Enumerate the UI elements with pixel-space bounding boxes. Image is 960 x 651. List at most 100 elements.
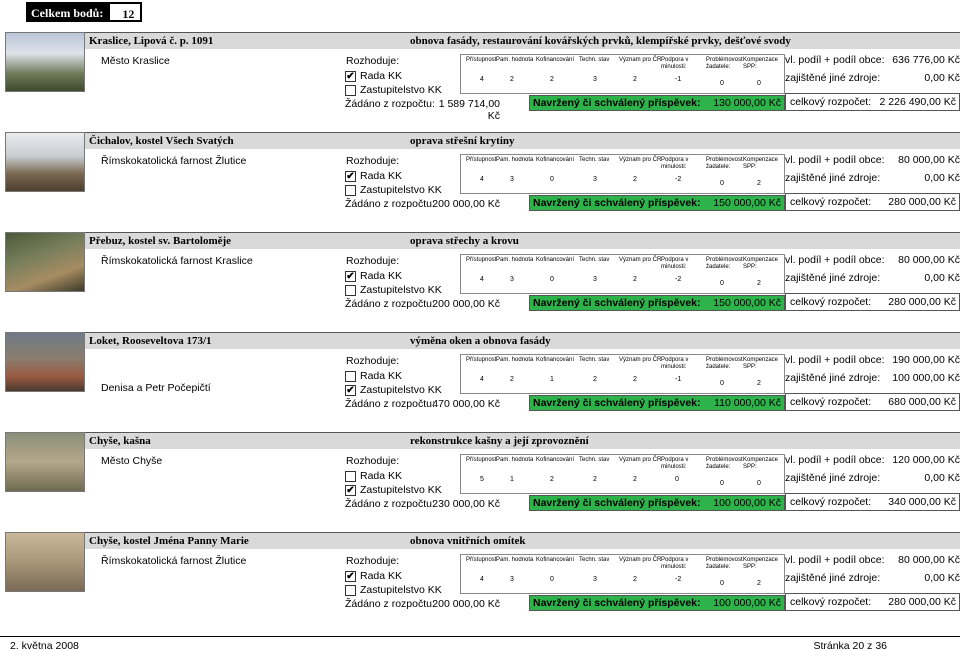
- criteria-score-secondary: 0: [720, 580, 724, 587]
- total-budget: celkový rozpočet: 340 000,00 Kč: [785, 493, 960, 511]
- own-share-label: vl. podíl + podíl obce:: [785, 154, 885, 166]
- zastupitelstvo-label: Zastupitelstvo KK: [360, 384, 442, 396]
- other-sources-label: zajištěné jiné zdroje:: [785, 272, 881, 284]
- vote-rada[interactable]: ✔ Rada KK: [345, 70, 402, 82]
- vote-zastupitelstvo[interactable]: ✔ Zastupitelstvo KK: [345, 384, 442, 396]
- criteria-score: 1: [550, 376, 554, 383]
- criteria-header: Přístupnost: [466, 157, 497, 163]
- criteria-header: Problémovost žadatele:: [706, 157, 743, 170]
- zastupitelstvo-checkbox[interactable]: ✔: [345, 384, 356, 396]
- zastupitelstvo-checkbox[interactable]: [345, 584, 356, 596]
- criteria-score: 3: [593, 176, 597, 183]
- total-budget-label: celkový rozpočet:: [790, 396, 872, 408]
- project-header-bar: 151 Přebuz, kostel sv. Bartoloměje oprav…: [5, 232, 960, 249]
- other-sources-label: zajištěné jiné zdroje:: [785, 72, 881, 84]
- rada-checkbox[interactable]: [345, 370, 356, 382]
- project-photo: [5, 332, 85, 392]
- total-budget-value: 280 000,00 Kč: [888, 296, 956, 308]
- own-share-value: 636 776,00 Kč: [892, 54, 960, 66]
- vote-zastupitelstvo[interactable]: Zastupitelstvo KK: [345, 184, 442, 196]
- vote-rada[interactable]: ✔ Rada KK: [345, 270, 402, 282]
- decides-label: Rozhoduje:: [346, 355, 400, 367]
- criteria-header: Problémovost žadatele:: [706, 257, 743, 270]
- vote-rada[interactable]: ✔ Rada KK: [345, 170, 402, 182]
- vote-zastupitelstvo[interactable]: Zastupitelstvo KK: [345, 284, 442, 296]
- criteria-header: Kofinancování: [536, 157, 575, 163]
- criteria-table: Přístupnost Pam. hodnota Kofinancování Tech…: [460, 554, 785, 594]
- project-record: Kraslice, Lipová č. p. 1091 obnova fasád…: [5, 32, 960, 124]
- criteria-header: Techn. stav: [579, 257, 610, 263]
- zastupitelstvo-checkbox[interactable]: ✔: [345, 484, 356, 496]
- project-title: Chyše, kostel Jména Panny Marie: [89, 535, 249, 547]
- zastupitelstvo-checkbox[interactable]: [345, 84, 356, 96]
- requested-label: Žádáno z rozpočtu:: [345, 98, 435, 110]
- criteria-header: Pam. hodnota: [496, 457, 534, 463]
- rada-checkbox[interactable]: ✔: [345, 270, 356, 282]
- criteria-score: 0: [550, 176, 554, 183]
- proposed-amount: 130 000,00 Kč: [713, 97, 781, 109]
- criteria-header: Techn. stav: [579, 557, 610, 563]
- criteria-score: 2: [550, 76, 554, 83]
- criteria-header: Význam pro ČR: [619, 157, 662, 163]
- own-share-value: 120 000,00 Kč: [892, 454, 960, 466]
- project-title: Přebuz, kostel sv. Bartoloměje: [89, 235, 232, 247]
- vote-zastupitelstvo[interactable]: Zastupitelstvo KK: [345, 584, 442, 596]
- vote-rada[interactable]: Rada KK: [345, 370, 402, 382]
- zastupitelstvo-checkbox[interactable]: [345, 284, 356, 296]
- zastupitelstvo-checkbox[interactable]: [345, 184, 356, 196]
- vote-zastupitelstvo[interactable]: ✔ Zastupitelstvo KK: [345, 484, 442, 496]
- proposed-label: Navržený či schválený příspěvek:: [533, 397, 701, 409]
- criteria-score: 4: [480, 576, 484, 583]
- other-sources-value: 100 000,00 Kč: [892, 372, 960, 384]
- criteria-score: 3: [510, 576, 514, 583]
- proposed-label: Navržený či schválený příspěvek:: [533, 97, 701, 109]
- requested-label: Žádáno z rozpočtu:: [345, 198, 435, 210]
- criteria-header: Problémovost žadatele:: [706, 57, 743, 70]
- criteria-header: Význam pro ČR: [619, 357, 662, 363]
- rada-label: Rada KK: [360, 470, 403, 482]
- criteria-score: 0: [675, 476, 679, 483]
- project-description: obnova vnitřních omítek: [410, 535, 526, 547]
- criteria-score: 2: [633, 276, 637, 283]
- vote-rada[interactable]: ✔ Rada KK: [345, 570, 402, 582]
- zastupitelstvo-label: Zastupitelstvo KK: [360, 284, 442, 296]
- proposed-contribution: Navržený či schválený příspěvek: 110 000…: [529, 395, 785, 411]
- criteria-score: 2: [510, 76, 514, 83]
- total-budget-value: 280 000,00 Kč: [888, 596, 956, 608]
- criteria-score: 3: [593, 76, 597, 83]
- project-description: rekonstrukce kašny a její zprovoznění: [410, 435, 589, 447]
- criteria-header: Podpora v minulosti:: [661, 357, 689, 370]
- criteria-score: -2: [675, 276, 682, 283]
- requested-label: Žádáno z rozpočtu:: [345, 598, 435, 610]
- total-budget-label: celkový rozpočet:: [790, 96, 872, 108]
- decides-label: Rozhoduje:: [346, 55, 400, 67]
- criteria-header: Techn. stav: [579, 57, 610, 63]
- criteria-score: 3: [510, 276, 514, 283]
- criteria-header: Přístupnost: [466, 257, 497, 263]
- zastupitelstvo-label: Zastupitelstvo KK: [360, 584, 442, 596]
- project-description: výměna oken a obnova fasády: [410, 335, 551, 347]
- other-sources-label: zajištěné jiné zdroje:: [785, 372, 881, 384]
- criteria-header: Podpora v minulosti:: [661, 557, 689, 570]
- rada-checkbox[interactable]: ✔: [345, 70, 356, 82]
- rada-checkbox[interactable]: ✔: [345, 570, 356, 582]
- zastupitelstvo-label: Zastupitelstvo KK: [360, 484, 442, 496]
- rada-label: Rada KK: [360, 370, 403, 382]
- rada-label: Rada KK: [360, 270, 403, 282]
- applicant-name: Římskokatolická farnost Žlutice: [101, 155, 247, 167]
- other-sources-label: zajištěné jiné zdroje:: [785, 472, 881, 484]
- project-photo: [5, 532, 85, 592]
- vote-zastupitelstvo[interactable]: Zastupitelstvo KK: [345, 84, 442, 96]
- total-budget: celkový rozpočet: 280 000,00 Kč: [785, 293, 960, 311]
- rada-checkbox[interactable]: [345, 470, 356, 482]
- criteria-header: Techn. stav: [579, 157, 610, 163]
- rada-checkbox[interactable]: ✔: [345, 170, 356, 182]
- vote-rada[interactable]: Rada KK: [345, 470, 402, 482]
- total-budget: celkový rozpočet: 2 226 490,00 Kč: [785, 93, 960, 111]
- project-title: Kraslice, Lipová č. p. 1091: [89, 35, 214, 47]
- other-sources-label: zajištěné jiné zdroje:: [785, 172, 881, 184]
- project-photo: [5, 32, 85, 92]
- requested-label: Žádáno z rozpočtu:: [345, 298, 435, 310]
- criteria-header: Techn. stav: [579, 357, 610, 363]
- criteria-header: Význam pro ČR: [619, 257, 662, 263]
